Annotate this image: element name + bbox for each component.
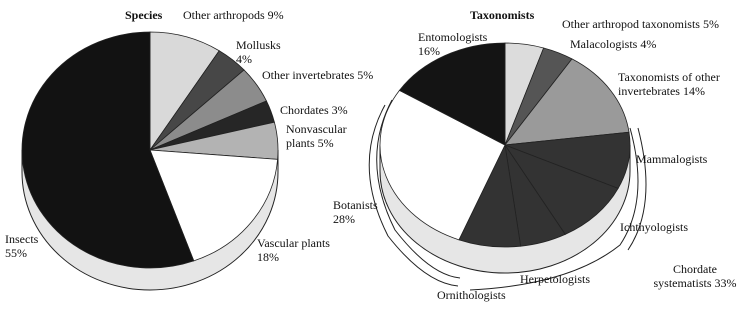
slice-label: Other arthropods 9% (183, 8, 293, 22)
label-text: Mammalogists (636, 152, 708, 166)
value-label: 16% (418, 44, 440, 58)
slice-label: Ornithologists (437, 288, 537, 302)
label-text: Ichthyologists (620, 220, 688, 234)
label-text: Chordate systematists (653, 262, 717, 290)
chart-title: Species (125, 8, 163, 22)
slice-label: Herpetologists (520, 272, 620, 286)
label-text: Other arthropod taxonomists (562, 17, 700, 31)
label-text: Herpetologists (520, 272, 590, 286)
label-text: Chordates (280, 103, 329, 117)
group-label: Chordate systematists 33% (650, 262, 740, 290)
pie-slice (504, 58, 630, 146)
slice-label: Entomologists 16% (418, 30, 508, 58)
value-label: 4% (236, 52, 252, 66)
pie-slice (149, 149, 279, 262)
slice-label: Mollusks 4% (236, 38, 296, 66)
slice-label: Vascular plants 18% (257, 236, 335, 264)
label-text: Mollusks (236, 38, 281, 52)
label-text: Vascular plants (257, 236, 330, 250)
botanists-bracket (376, 99, 461, 279)
slice-label: Taxonomists of other invertebrates 14% (618, 70, 750, 98)
label-text: Botanists (333, 198, 378, 212)
slice-label: Malacologists 4% (570, 37, 720, 51)
value-label: 14% (682, 84, 705, 98)
label-text: Nonvascular plants (286, 122, 347, 150)
value-label: 55% (5, 246, 27, 260)
slice-label: Botanists 28% (333, 198, 393, 226)
slice-label: Other arthropod taxonomists 5% (562, 17, 750, 31)
label-text: Entomologists (418, 30, 488, 44)
value-label: 9% (267, 8, 284, 22)
botanists-bracket-outer (368, 104, 459, 287)
chordate-bracket (469, 127, 639, 291)
slice-label: Chordates 3% (280, 103, 350, 117)
slice-label: Mammalogists (636, 152, 736, 166)
pie-slice (379, 89, 506, 241)
value-label: 5% (357, 68, 374, 82)
value-label: 28% (333, 212, 355, 226)
brackets (368, 99, 647, 291)
pie-slice (398, 42, 506, 146)
slice-label: Other invertebrates 5% (262, 68, 387, 82)
chordate-bracket-outer (627, 127, 647, 251)
value-label: 5% (702, 17, 719, 31)
pie-slice (21, 31, 195, 269)
chart-title: Taxonomists (470, 8, 535, 22)
label-text: Other invertebrates (262, 68, 355, 82)
label-text: Other arthropods (183, 8, 265, 22)
value-label: 4% (640, 37, 657, 51)
slice-label: Insects 55% (5, 232, 60, 260)
value-label: 18% (257, 250, 279, 264)
value-label: 33% (714, 276, 737, 290)
label-text: Insects (5, 232, 39, 246)
label-text: Malacologists (570, 37, 638, 51)
pie-slice (503, 144, 619, 235)
label-text: Taxonomists of other invertebrates (618, 70, 720, 98)
label-text: Ornithologists (437, 288, 506, 302)
value-label: 3% (331, 103, 348, 117)
value-label: 5% (317, 136, 334, 150)
slice-label: Nonvascular plants 5% (286, 122, 364, 150)
slice-label: Ichthyologists (620, 220, 720, 234)
